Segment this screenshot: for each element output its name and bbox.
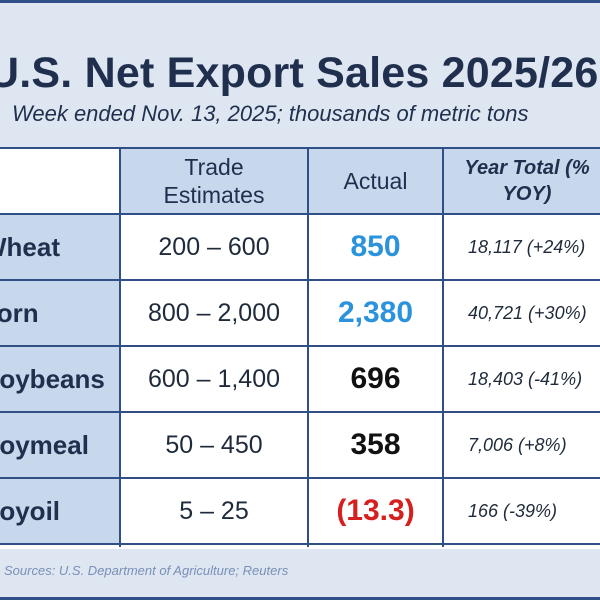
column-divider bbox=[119, 149, 121, 547]
column-divider bbox=[307, 149, 309, 547]
actual-value-cell: 850 bbox=[350, 230, 401, 263]
source-note: Sources: U.S. Department of Agriculture;… bbox=[4, 563, 289, 578]
trade-estimate-cell: 200 – 600 bbox=[158, 232, 270, 261]
trade-estimate-cell: 50 – 450 bbox=[165, 430, 263, 459]
year-total-cell: 18,403 (-41%) bbox=[468, 368, 583, 389]
column-divider bbox=[442, 149, 444, 547]
export-sales-table: Trade Estimates Actual Year Total (% YOY… bbox=[0, 147, 600, 549]
header-actual: Actual bbox=[309, 149, 442, 213]
year-total-cell: 40,721 (+30%) bbox=[468, 302, 587, 323]
year-total-cell: 7,006 (+8%) bbox=[468, 434, 567, 455]
header-trade-estimates: Trade Estimates bbox=[121, 149, 307, 213]
trade-estimate-cell: 5 – 25 bbox=[179, 496, 249, 525]
actual-value-cell: 696 bbox=[350, 362, 401, 395]
actual-value-cell: 2,380 bbox=[337, 296, 414, 329]
commodity-name: Wheat bbox=[0, 215, 120, 279]
page-subtitle: Week ended Nov. 13, 2025; thousands of m… bbox=[12, 101, 529, 126]
page-title: U.S. Net Export Sales 2025/26 bbox=[0, 49, 599, 97]
year-total-cell: 166 (-39%) bbox=[468, 500, 558, 521]
table-row: Soyoil 5 – 25 (13.3) 166 (-39%) bbox=[0, 479, 600, 545]
commodity-name: Soymeal bbox=[0, 413, 120, 477]
commodity-name: Corn bbox=[0, 281, 120, 345]
commodity-name: Soyoil bbox=[0, 479, 120, 543]
table-row: Soybeans 600 – 1,400 696 18,403 (-41%) bbox=[0, 347, 600, 413]
table-row: Corn 800 – 2,000 2,380 40,721 (+30%) bbox=[0, 281, 600, 347]
actual-value-cell: (13.3) bbox=[336, 494, 415, 527]
actual-value-cell: 358 bbox=[350, 428, 401, 461]
trade-estimate-cell: 600 – 1,400 bbox=[147, 364, 281, 393]
table-header: Trade Estimates Actual Year Total (% YOY… bbox=[0, 149, 600, 215]
trade-estimate-cell: 800 – 2,000 bbox=[147, 298, 281, 327]
table-row: Soymeal 50 – 450 358 7,006 (+8%) bbox=[0, 413, 600, 479]
header-blank-cell bbox=[0, 149, 120, 213]
header-year-total: Year Total (% YOY) bbox=[444, 149, 600, 213]
commodity-name: Soybeans bbox=[0, 347, 120, 411]
table-row: Wheat 200 – 600 850 18,117 (+24%) bbox=[0, 215, 600, 281]
year-total-cell: 18,117 (+24%) bbox=[468, 236, 586, 257]
